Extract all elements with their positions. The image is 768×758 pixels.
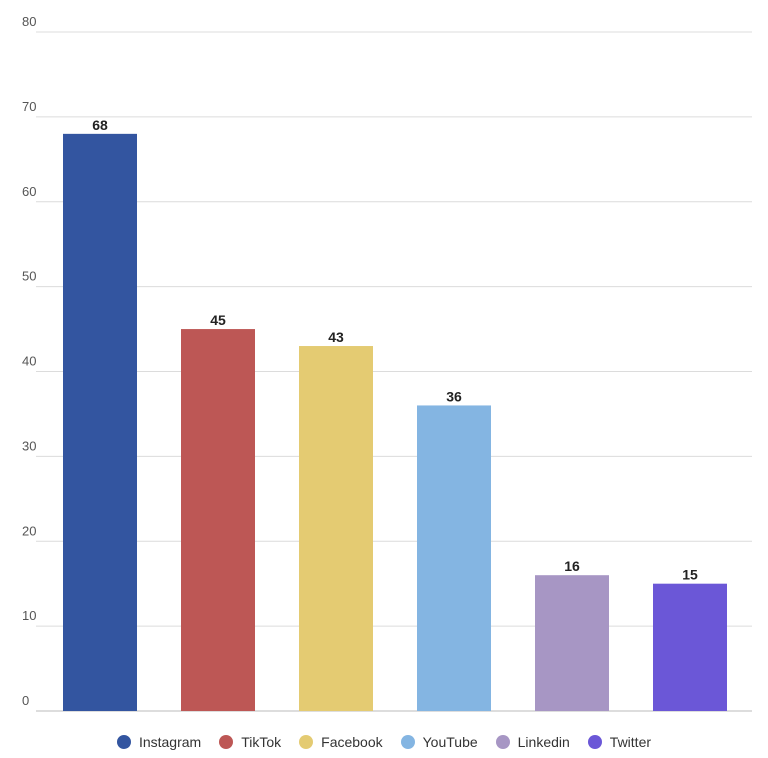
y-tick-label: 10: [22, 608, 36, 623]
y-tick-label: 30: [22, 438, 36, 453]
legend-item-linkedin: Linkedin: [495, 734, 570, 750]
y-tick-label: 80: [22, 14, 36, 29]
y-tick-label: 70: [22, 99, 36, 114]
legend-label: Linkedin: [517, 734, 570, 750]
legend-swatch: [299, 735, 314, 749]
y-tick-label: 40: [22, 354, 36, 369]
data-label-linkedin: 16: [564, 558, 580, 574]
legend-label: YouTube: [422, 734, 478, 750]
data-label-instagram: 68: [92, 117, 108, 133]
legend-item-instagram: Instagram: [116, 734, 202, 750]
bar-youtube: [417, 405, 491, 711]
legend-item-twitter: Twitter: [587, 734, 652, 750]
legend-swatch: [587, 735, 602, 749]
data-label-facebook: 43: [328, 329, 344, 345]
legend-label: Instagram: [138, 734, 202, 750]
legend-item-facebook: Facebook: [299, 734, 383, 750]
grid-layer: 0 10 20 30 40 50 60 70 80: [22, 14, 752, 712]
legend-item-youtube: YouTube: [400, 734, 478, 750]
legend-label: TikTok: [241, 734, 282, 750]
legend-item-tiktok: TikTok: [219, 734, 281, 750]
legend-swatch: [495, 735, 510, 749]
legend-label: Twitter: [609, 734, 652, 750]
y-tick-label: 50: [22, 269, 36, 284]
legend-swatch: [116, 735, 131, 749]
bars-layer: [63, 133, 727, 712]
y-tick-label: 0: [22, 693, 29, 708]
y-tick-label: 60: [22, 184, 36, 199]
bar-instagram: [63, 133, 137, 712]
legend: Instagram TikTok Facebook YouTube Linkedin Tw…: [0, 734, 768, 750]
data-label-twitter: 15: [682, 567, 698, 583]
legend-swatch: [219, 735, 234, 749]
legend-label: Facebook: [321, 734, 383, 750]
bar-twitter: [653, 583, 727, 711]
bar-facebook: [299, 346, 373, 711]
y-tick-label: 20: [22, 523, 36, 538]
data-labels-layer: 68 45 43 36 16 15: [92, 117, 698, 583]
bar-tiktok: [181, 329, 255, 711]
legend-swatch: [400, 735, 415, 749]
data-label-tiktok: 45: [210, 312, 226, 328]
data-label-youtube: 36: [446, 388, 462, 404]
bar-chart: 0 10 20 30 40 50 60 70 80 68 45 43 36 16 15: [22, 14, 752, 712]
bar-linkedin: [535, 575, 609, 711]
